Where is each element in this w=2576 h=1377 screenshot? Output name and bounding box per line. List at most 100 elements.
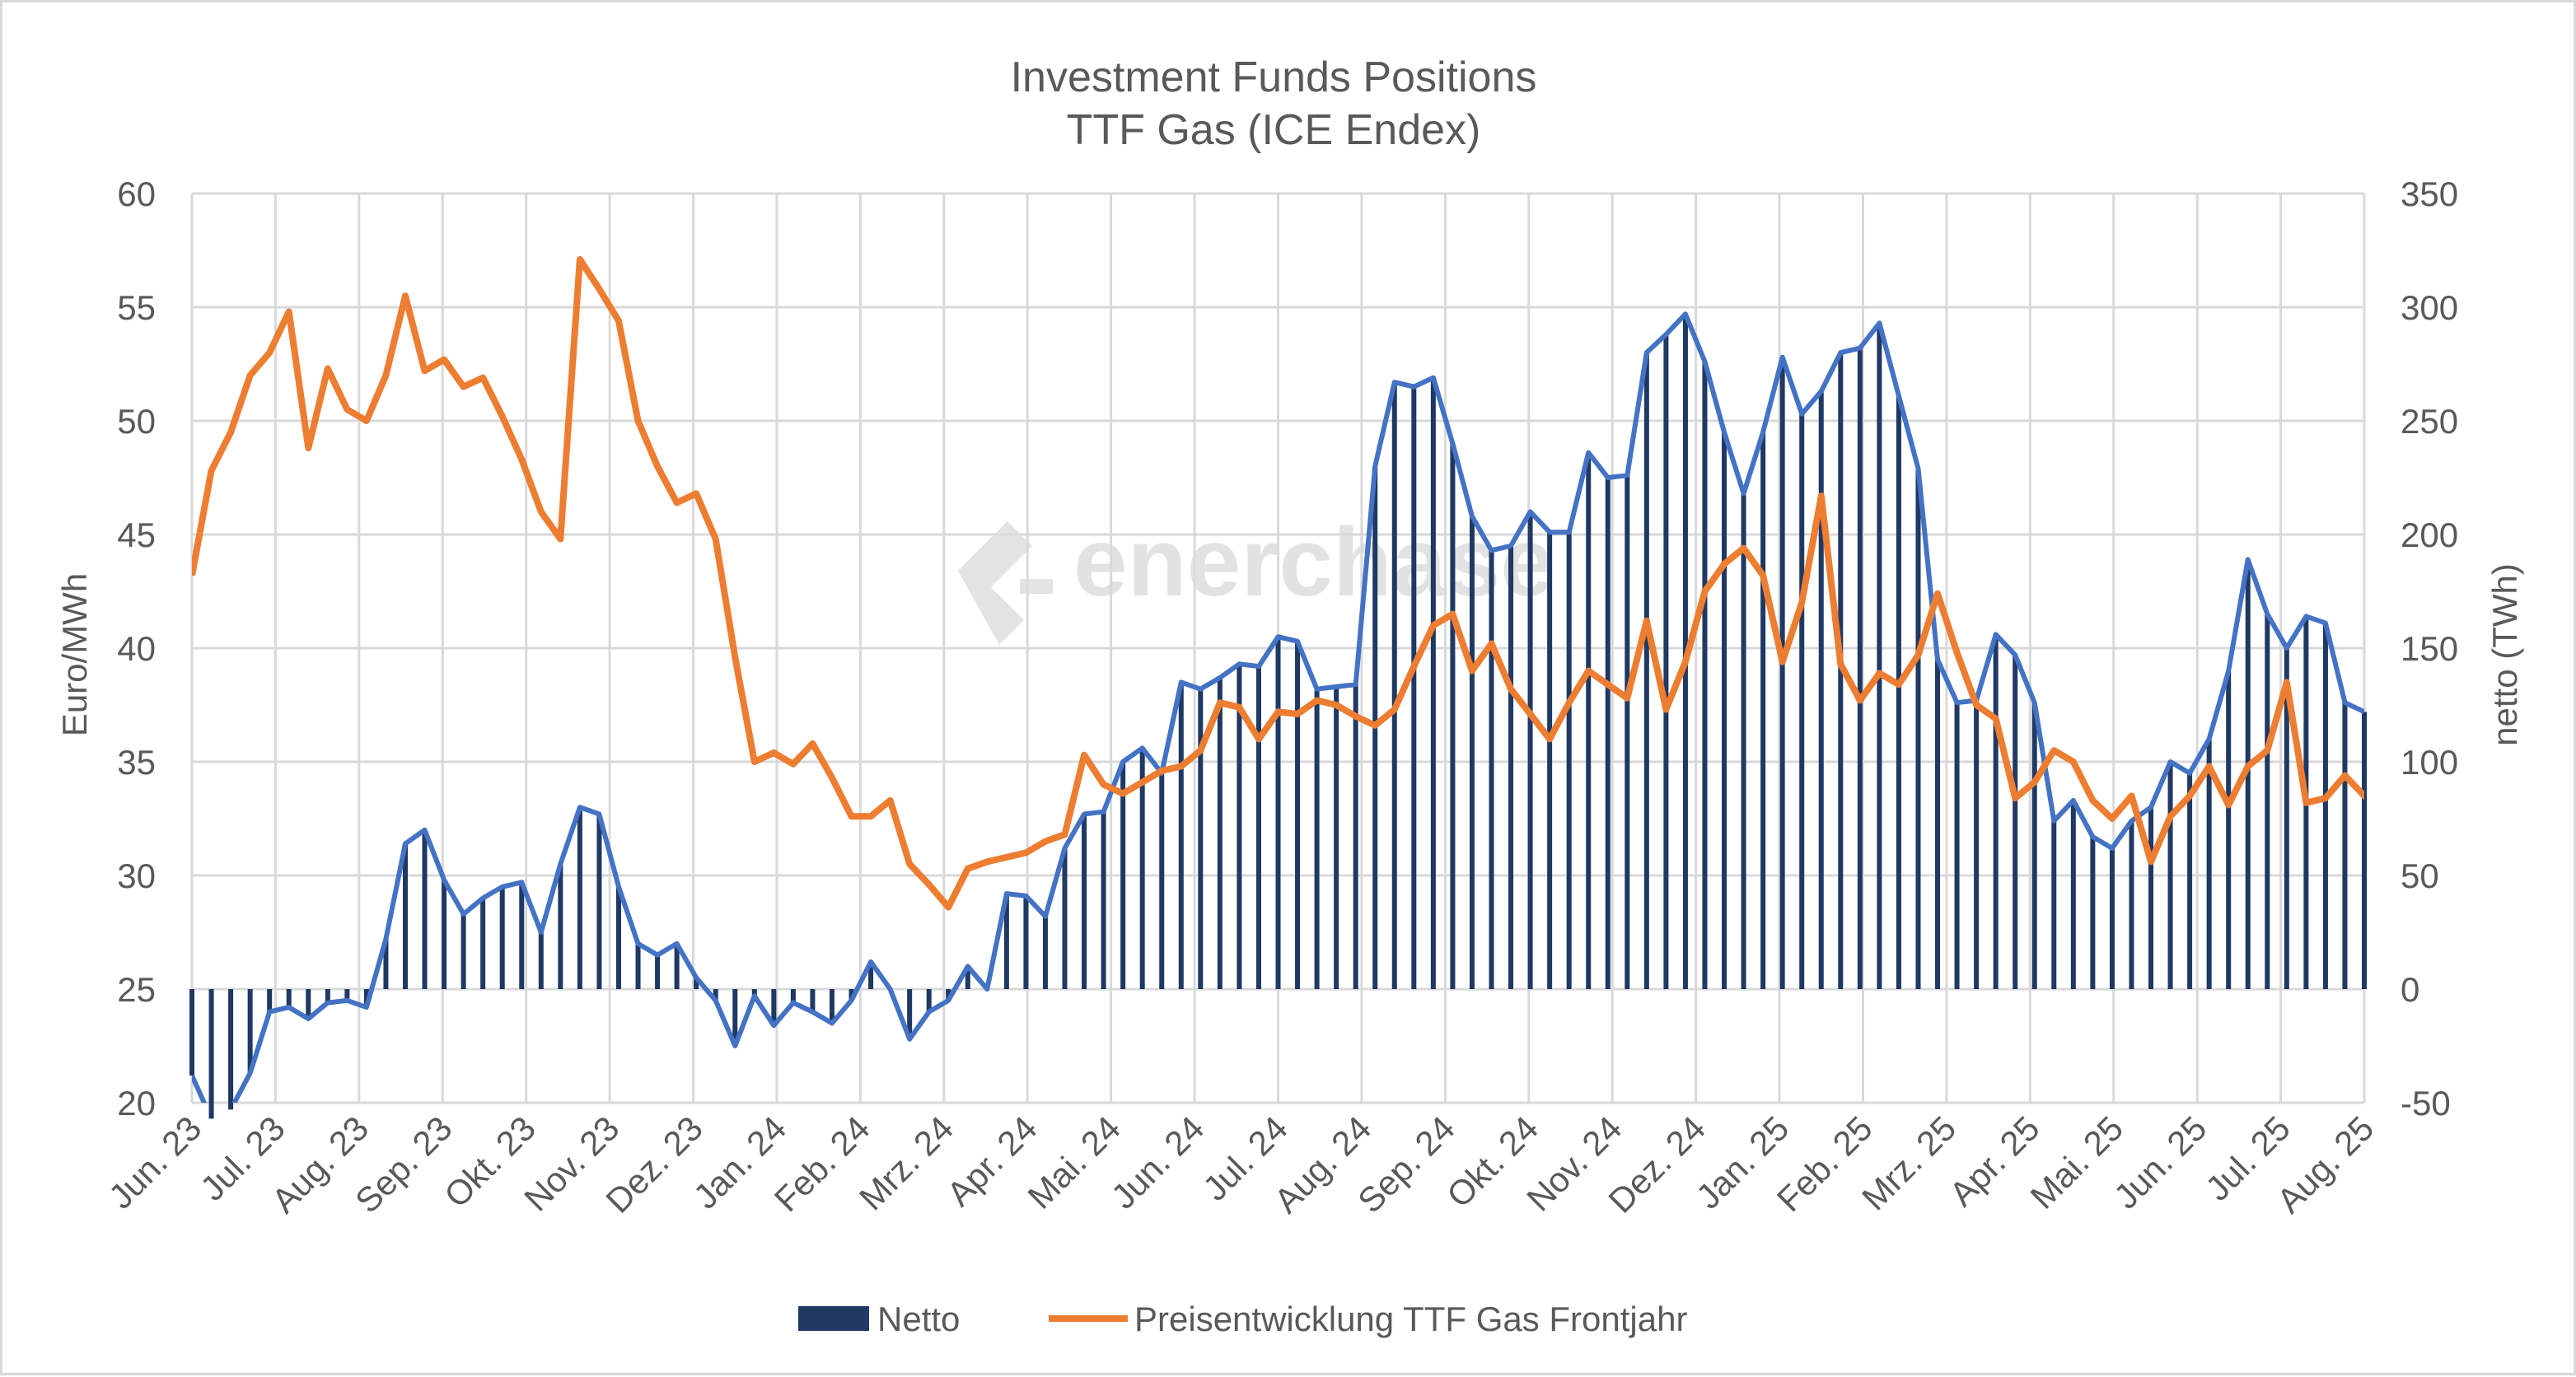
x-tick-label: Jun. 24 [1104,1109,1212,1216]
netto-bar [926,989,932,1012]
netto-bar [402,843,408,989]
x-tick-label: Mai. 25 [2022,1109,2130,1216]
netto-bar [538,932,544,989]
netto-bar [1489,550,1494,989]
netto-bar [1198,688,1204,989]
netto-bar [694,978,699,989]
netto-bar [1760,432,1766,989]
netto-bar [228,989,234,1110]
price-line [192,256,2364,911]
netto-bar [1430,377,1436,989]
legend: Netto Preisentwicklung TTF Gas Frontjahr [798,1300,1687,1338]
netto-bar [1295,641,1301,989]
netto-bar [286,989,292,1008]
netto-bar [946,989,951,1001]
y-left-tick-label: 45 [117,516,156,554]
netto-bar [344,989,350,1001]
netto-bar [1042,916,1048,989]
y-left-tick-label: 55 [117,288,156,327]
logo-shape [958,521,1032,645]
netto-bar [1702,362,1708,989]
netto-bar [655,955,661,989]
netto-bar [1275,637,1281,989]
netto-bar [1527,511,1533,989]
logo-bar [1020,579,1053,594]
y-left-tick-label: 20 [117,1084,156,1123]
chart-title: Investment Funds Positions [1011,54,1537,101]
netto-bar [751,989,757,997]
netto-bar [1450,443,1456,989]
netto-bar [383,939,389,989]
netto-bar [1082,814,1087,989]
y-right-tick-label: 0 [2401,970,2419,1009]
netto-bar [2148,807,2154,989]
netto-bar [363,989,369,1008]
netto-bar [2031,703,2037,989]
y-left-tick-label: 30 [117,857,156,895]
netto-bar [1935,659,1941,989]
netto-bar [849,989,854,1001]
netto-bar [577,807,582,989]
watermark-text: enerchase [1073,508,1554,617]
netto-bar [868,961,874,989]
netto-bar [1062,847,1068,989]
netto-bar [1469,516,1475,989]
netto-bar [2265,614,2270,989]
netto-bar [247,989,253,1074]
netto-bar [907,989,913,1039]
netto-bar [2226,670,2232,989]
x-tick-label: Feb. 24 [767,1109,877,1219]
legend-label-price: Preisentwicklung TTF Gas Frontjahr [1134,1300,1687,1338]
x-tick-label: Mai. 24 [1020,1109,1128,1216]
y-right-tick-label: 150 [2401,629,2458,668]
y-right-tick-label: 250 [2401,402,2458,441]
netto-bar [771,989,777,1026]
y-left-tick-label: 35 [117,743,156,782]
netto-bar [1178,682,1184,989]
netto-bar [519,882,525,989]
y-left-tick-label: 50 [117,402,156,441]
netto-bar [2070,800,2076,989]
netto-bar [1411,386,1417,990]
netto-bar [499,886,505,989]
y-left-tick-label: 60 [117,175,156,213]
netto-bar [2206,739,2212,989]
y-right-tick-label: 100 [2401,743,2458,782]
x-tick-label: Mrz. 24 [852,1109,961,1217]
y-axis-left-label: Euro/MWh [55,573,94,736]
netto-bar [325,989,330,1003]
netto-line [192,311,2364,1103]
netto-bar [1547,532,1553,989]
netto-bar [790,989,796,1003]
netto-bar [1818,391,1824,989]
netto-bar [965,966,970,989]
netto-bar [208,989,214,1119]
netto-bar [2342,703,2348,989]
enerchase-logo-icon [958,521,1053,645]
y-axis-right-label: netto (TWh) [2485,563,2524,746]
x-tick-label: Jun. 25 [2106,1109,2214,1216]
series-lines [192,256,2364,1103]
netto-bar [635,943,641,989]
netto-bar [2109,847,2115,989]
netto-bar [1159,773,1165,989]
netto-bar [1993,634,1999,989]
netto-bar [2362,712,2367,989]
netto-bar [1896,395,1901,989]
netto-bar [1391,382,1397,990]
netto-bar [1877,323,1882,989]
netto-bar [558,864,563,989]
netto-bar [1915,468,1921,989]
netto-bar [1255,666,1261,989]
netto-bar [829,989,835,1024]
netto-bar [422,829,428,989]
netto-bar [1605,478,1611,989]
netto-bar [267,989,273,1012]
chart-subtitle: TTF Gas (ICE Endex) [1067,106,1481,154]
netto-bar [713,989,718,1001]
netto-bar [732,989,738,1046]
netto-bar [1643,352,1649,989]
netto-bar [1974,700,1980,989]
netto-bar [1566,532,1572,989]
